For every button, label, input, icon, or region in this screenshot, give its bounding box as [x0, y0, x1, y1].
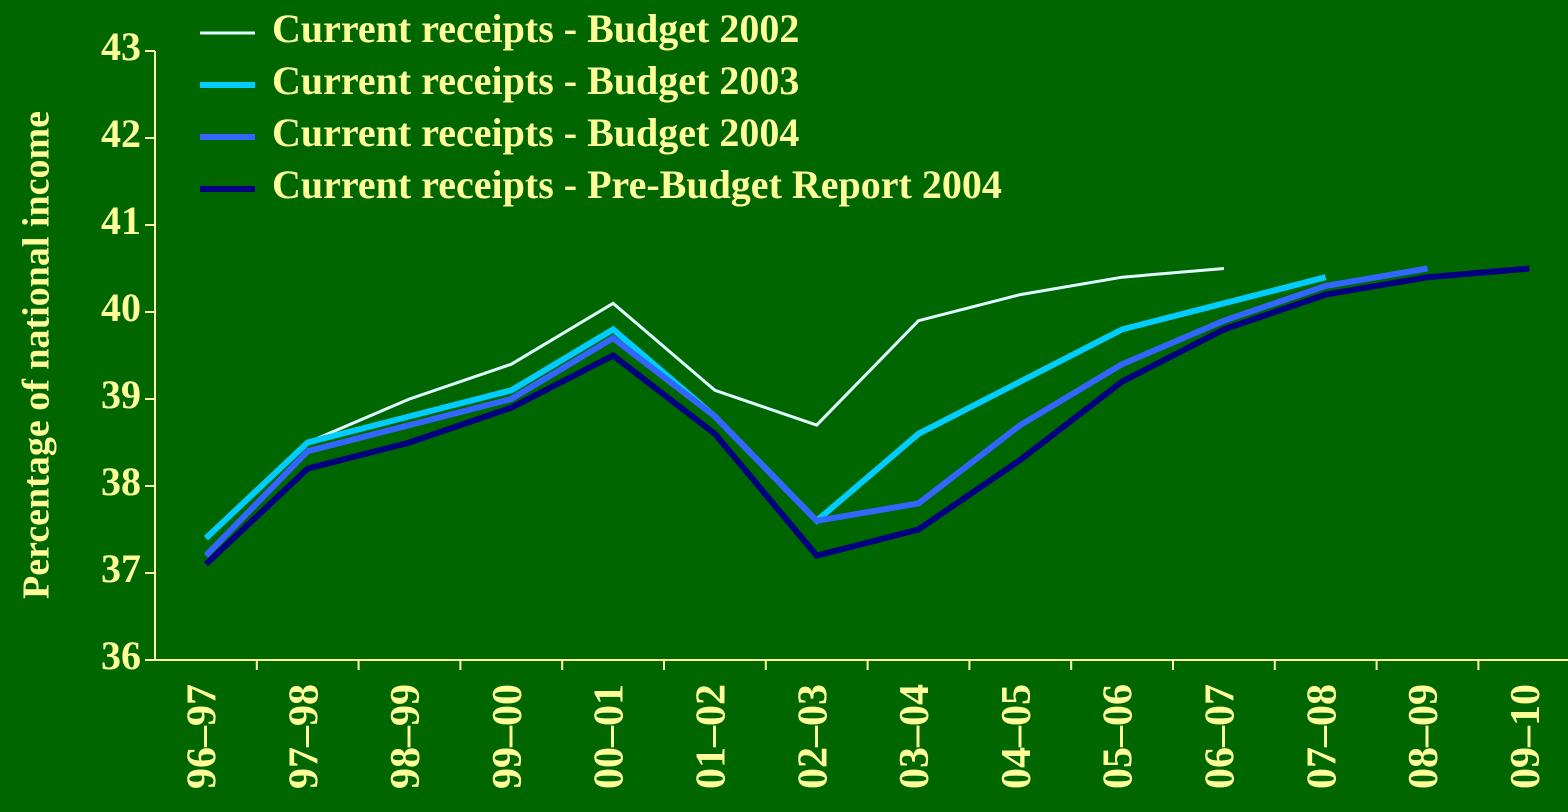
x-tick-label: 09–10 — [1503, 684, 1549, 789]
x-tick-label: 99–00 — [485, 684, 531, 789]
series-line — [203, 265, 1429, 558]
y-tick-label: 37 — [101, 546, 141, 591]
x-tick-label: 98–99 — [383, 684, 429, 789]
legend-label: Current receipts - Budget 2002 — [272, 6, 799, 51]
x-tick-label: 97–98 — [281, 684, 327, 789]
y-tick-label: 38 — [101, 459, 141, 504]
legend-label: Current receipts - Budget 2003 — [272, 58, 799, 103]
x-tick-label: 96–97 — [180, 684, 226, 789]
y-axis-label: Percentage of national income — [16, 111, 58, 599]
y-tick-label: 39 — [101, 372, 141, 417]
y-tick-label: 41 — [101, 198, 141, 243]
series-line — [203, 265, 1530, 567]
x-tick-label: 00–01 — [587, 684, 633, 789]
x-tick-label: 07–08 — [1299, 684, 1345, 789]
x-tick-label: 02–03 — [790, 684, 836, 789]
series-line — [307, 267, 1225, 444]
x-tick-label: 03–04 — [892, 684, 938, 789]
legend-label: Current receipts - Pre-Budget Report 200… — [272, 162, 1002, 207]
x-tick-label: 04–05 — [994, 684, 1040, 789]
x-tick-label: 06–07 — [1198, 684, 1244, 789]
y-tick-label: 40 — [101, 285, 141, 330]
x-tick-label: 08–09 — [1401, 684, 1447, 789]
y-tick-label: 43 — [101, 24, 141, 69]
y-tick-label: 42 — [101, 111, 141, 156]
x-tick-label: 05–06 — [1096, 684, 1142, 789]
legend-label: Current receipts - Budget 2004 — [272, 110, 799, 155]
x-tick-label: 01–02 — [689, 684, 735, 789]
y-tick-label: 36 — [101, 633, 141, 678]
